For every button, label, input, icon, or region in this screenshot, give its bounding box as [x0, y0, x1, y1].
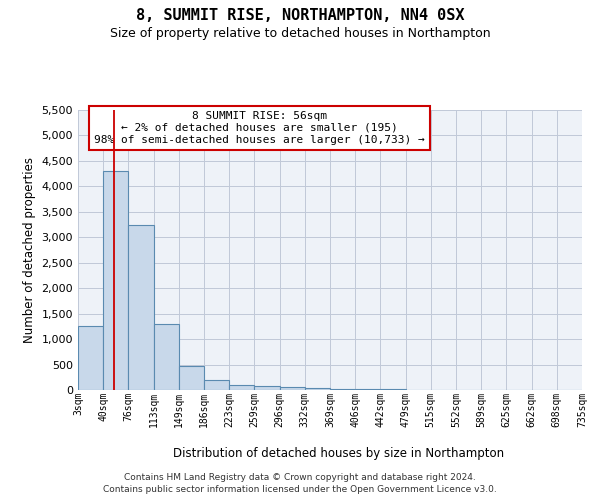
Text: Distribution of detached houses by size in Northampton: Distribution of detached houses by size …: [173, 448, 505, 460]
Bar: [280, 388, 305, 390]
Y-axis label: Number of detached properties: Number of detached properties: [23, 157, 36, 343]
Bar: [179, 366, 204, 390]
Bar: [355, 389, 380, 390]
Text: Contains public sector information licensed under the Open Government Licence v3: Contains public sector information licen…: [103, 485, 497, 494]
Text: 8 SUMMIT RISE: 56sqm
← 2% of detached houses are smaller (195)
98% of semi-detac: 8 SUMMIT RISE: 56sqm ← 2% of detached ho…: [94, 112, 425, 144]
Bar: [103, 171, 128, 390]
Bar: [78, 326, 103, 390]
Bar: [204, 380, 229, 390]
Text: Size of property relative to detached houses in Northampton: Size of property relative to detached ho…: [110, 28, 490, 40]
Bar: [305, 388, 330, 390]
Text: Contains HM Land Registry data © Crown copyright and database right 2024.: Contains HM Land Registry data © Crown c…: [124, 472, 476, 482]
Text: 8, SUMMIT RISE, NORTHAMPTON, NN4 0SX: 8, SUMMIT RISE, NORTHAMPTON, NN4 0SX: [136, 8, 464, 22]
Bar: [154, 324, 179, 390]
Bar: [330, 389, 355, 390]
Bar: [128, 224, 154, 390]
Bar: [229, 385, 254, 390]
Bar: [254, 386, 280, 390]
